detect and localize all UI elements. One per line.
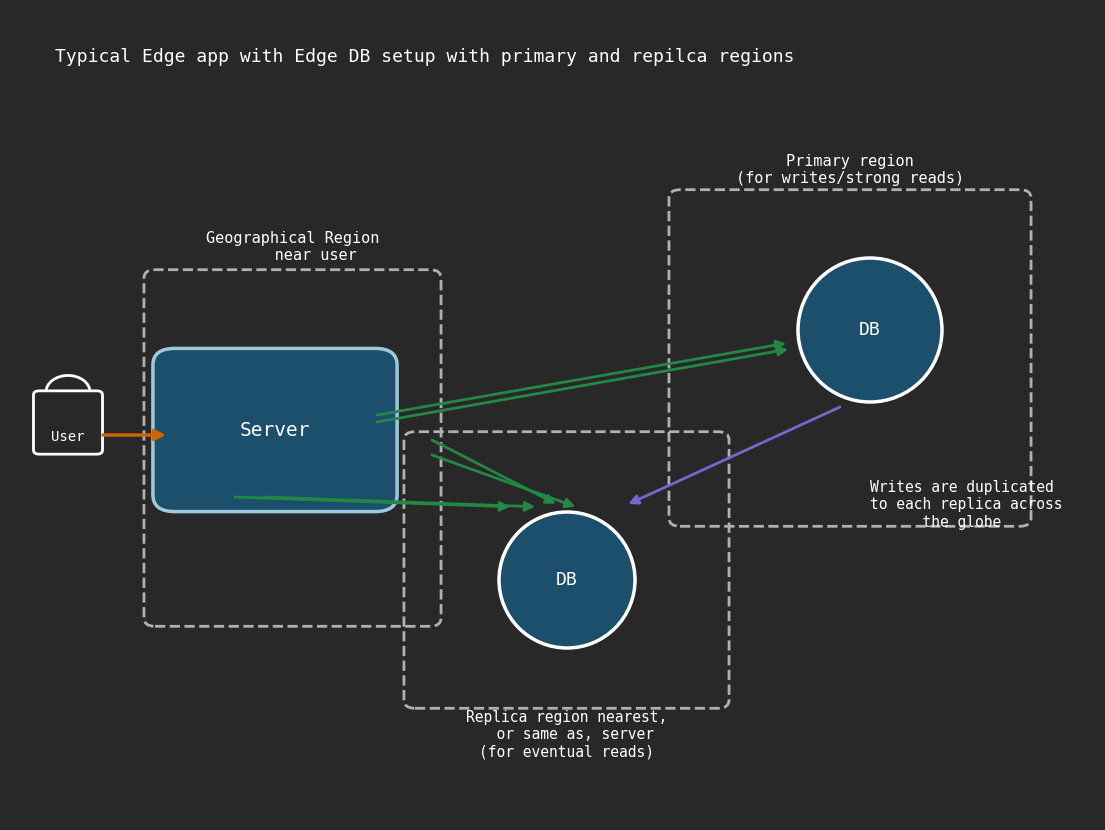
Text: Geographical Region
     near user: Geographical Region near user [206, 231, 379, 263]
Text: Replica region nearest,
  or same as, server
(for eventual reads): Replica region nearest, or same as, serv… [466, 710, 667, 759]
FancyBboxPatch shape [152, 349, 397, 511]
Ellipse shape [499, 512, 635, 648]
Text: Writes are duplicated
to each replica across
      the globe: Writes are duplicated to each replica ac… [870, 480, 1063, 530]
Text: User: User [51, 430, 85, 444]
Text: DB: DB [859, 321, 881, 339]
Text: Server: Server [240, 421, 311, 440]
Ellipse shape [798, 258, 941, 402]
FancyBboxPatch shape [33, 391, 103, 454]
Text: Typical Edge app with Edge DB setup with primary and repilca regions: Typical Edge app with Edge DB setup with… [55, 48, 794, 66]
Text: DB: DB [556, 571, 578, 589]
Text: Primary region
(for writes/strong reads): Primary region (for writes/strong reads) [736, 154, 964, 186]
